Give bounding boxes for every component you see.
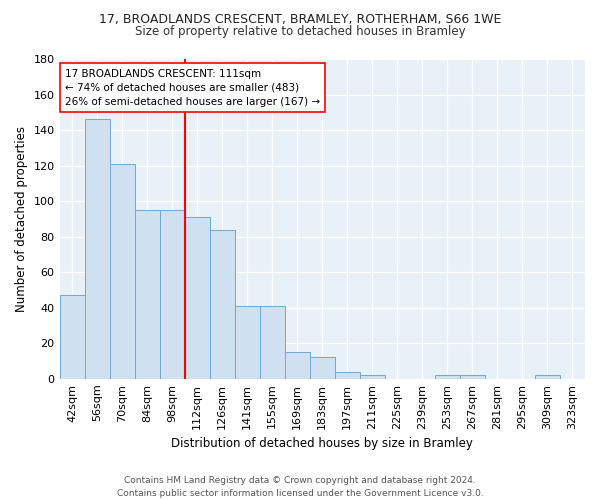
X-axis label: Distribution of detached houses by size in Bramley: Distribution of detached houses by size …	[172, 437, 473, 450]
Bar	[460, 376, 485, 379]
Text: 17, BROADLANDS CRESCENT, BRAMLEY, ROTHERHAM, S66 1WE: 17, BROADLANDS CRESCENT, BRAMLEY, ROTHER…	[99, 12, 501, 26]
Bar	[85, 120, 110, 379]
Bar	[235, 306, 260, 379]
Bar	[435, 376, 460, 379]
Bar	[310, 358, 335, 379]
Bar	[535, 376, 560, 379]
Bar	[335, 372, 360, 379]
Bar	[260, 306, 285, 379]
Text: 17 BROADLANDS CRESCENT: 111sqm
← 74% of detached houses are smaller (483)
26% of: 17 BROADLANDS CRESCENT: 111sqm ← 74% of …	[65, 68, 320, 106]
Bar	[59, 296, 85, 379]
Bar	[185, 217, 209, 379]
Bar	[209, 230, 235, 379]
Text: Contains HM Land Registry data © Crown copyright and database right 2024.
Contai: Contains HM Land Registry data © Crown c…	[116, 476, 484, 498]
Bar	[285, 352, 310, 379]
Text: Size of property relative to detached houses in Bramley: Size of property relative to detached ho…	[134, 25, 466, 38]
Bar	[160, 210, 185, 379]
Bar	[360, 376, 385, 379]
Y-axis label: Number of detached properties: Number of detached properties	[15, 126, 28, 312]
Bar	[134, 210, 160, 379]
Bar	[110, 164, 134, 379]
